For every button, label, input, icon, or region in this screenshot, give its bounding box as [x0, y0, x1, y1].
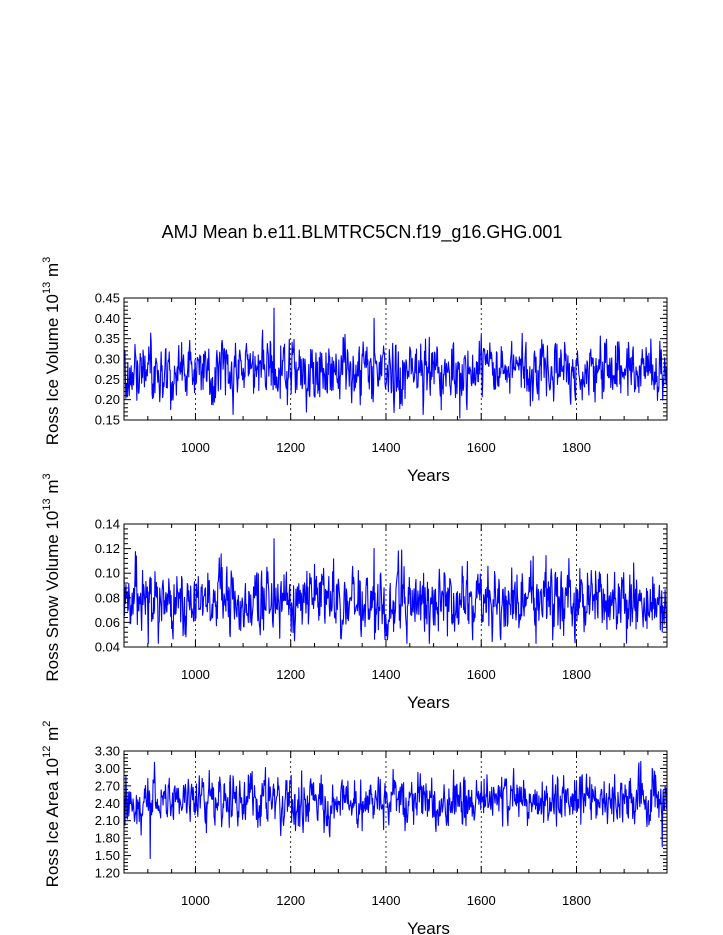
- y-title-exponent: 12: [41, 746, 53, 758]
- y-tick-label: 0.30: [95, 352, 120, 367]
- x-tick-label: 1400: [372, 893, 401, 908]
- y-tick-label: 2.70: [95, 778, 120, 793]
- y-title-part: Ross Ice Area 10: [43, 758, 62, 887]
- x-axis-title: Years: [407, 919, 450, 935]
- y-title-exponent: 13: [41, 282, 53, 294]
- panel-ross-ice-area: 1.20 1.50 1.80 2.10 2.40 2.70 3.00 3.30 1000 1200…: [41, 721, 668, 935]
- y-tick-label: 1.50: [95, 848, 120, 863]
- y-tick-label: 0.04: [95, 640, 120, 655]
- figure-title: AMJ Mean b.e11.BLMTRC5CN.f19_g16.GHG.001: [162, 222, 563, 243]
- series-line-ross-snow-volume: [123, 538, 668, 644]
- x-tick-label: 1600: [467, 440, 496, 455]
- y-axis-title: Ross Ice Area 1012 m2: [41, 721, 62, 888]
- y-tick-label: 0.12: [95, 541, 120, 556]
- y-tick-label: 1.80: [95, 831, 120, 846]
- y-tick-label: 0.20: [95, 392, 120, 407]
- plot-frame: [123, 750, 668, 874]
- x-tick-label: 1400: [372, 440, 401, 455]
- y-title-unit-exponent: 2: [41, 721, 53, 727]
- x-tick-label: 1800: [562, 893, 591, 908]
- y-title-unit: m: [43, 727, 62, 746]
- y-tick-label: 0.25: [95, 372, 120, 387]
- y-title-unit: m: [43, 479, 62, 498]
- y-title-part: Ross Snow Volume 10: [43, 511, 62, 682]
- x-tick-label: 1800: [562, 667, 591, 682]
- y-title-unit: m: [43, 263, 62, 282]
- y-axis-title: Ross Snow Volume 1013 m3: [41, 473, 62, 681]
- x-tick-label: 1000: [181, 440, 210, 455]
- y-tick-label: 2.10: [95, 813, 120, 828]
- y-tick-label: 0.35: [95, 331, 120, 346]
- y-tick-label: 0.14: [95, 517, 120, 532]
- x-tick-label: 1400: [372, 667, 401, 682]
- y-title-unit-exponent: 3: [41, 473, 53, 479]
- y-title-exponent: 13: [41, 498, 53, 510]
- x-tick-label: 1600: [467, 667, 496, 682]
- y-tick-label: 0.15: [95, 413, 120, 428]
- x-tick-label: 1600: [467, 893, 496, 908]
- panel-ross-snow-volume: 0.04 0.06 0.08 0.10 0.12 0.14 1000 1200 1400 1600…: [41, 473, 668, 712]
- y-tick-label: 3.00: [95, 761, 120, 776]
- y-tick-label: 0.06: [95, 615, 120, 630]
- y-tick-label: 0.08: [95, 590, 120, 605]
- x-tick-label: 1000: [181, 667, 210, 682]
- x-tick-label: 1200: [276, 667, 305, 682]
- x-axis-title: Years: [407, 693, 450, 712]
- x-tick-label: 1000: [181, 893, 210, 908]
- y-title-part: Ross Ice Volume 10: [43, 294, 62, 445]
- y-tick-label: 3.30: [95, 744, 120, 759]
- y-tick-label: 0.45: [95, 291, 120, 306]
- series-line-ross-ice-volume: [123, 307, 668, 419]
- y-tick-label: 2.40: [95, 796, 120, 811]
- x-tick-label: 1200: [276, 440, 305, 455]
- y-tick-label: 0.40: [95, 311, 120, 326]
- x-axis-title: Years: [407, 466, 450, 485]
- series-line-ross-ice-area: [123, 760, 668, 860]
- x-tick-label: 1200: [276, 893, 305, 908]
- x-tick-label: 1800: [562, 440, 591, 455]
- y-tick-label: 1.20: [95, 866, 120, 881]
- y-tick-label: 0.10: [95, 566, 120, 581]
- y-title-unit-exponent: 3: [41, 257, 53, 263]
- panel-ross-ice-volume: 0.15 0.20 0.25 0.30 0.35 0.40 0.45 1000 1200 1400…: [41, 257, 668, 485]
- plot-frame: [123, 523, 668, 648]
- y-axis-title: Ross Ice Volume 1013 m3: [41, 257, 62, 445]
